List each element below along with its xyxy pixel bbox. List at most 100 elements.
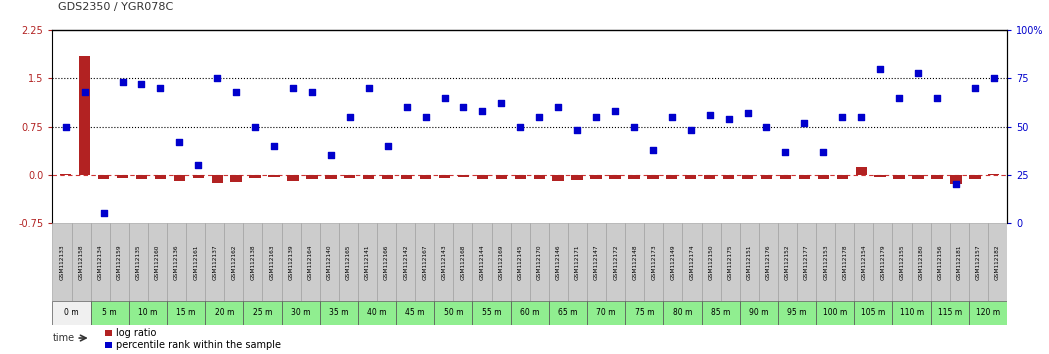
Text: 80 m: 80 m <box>672 308 692 318</box>
Point <box>682 127 699 133</box>
Text: GSM112173: GSM112173 <box>651 244 657 280</box>
Point <box>95 211 112 216</box>
Bar <box>779 175 791 179</box>
Point <box>909 70 926 75</box>
Bar <box>591 175 602 179</box>
Text: GSM112151: GSM112151 <box>747 244 752 280</box>
Point <box>834 114 851 120</box>
Text: 120 m: 120 m <box>976 308 1000 318</box>
Bar <box>913 175 924 179</box>
Text: GSM112159: GSM112159 <box>116 244 122 280</box>
Bar <box>988 223 1007 301</box>
Bar <box>723 175 734 179</box>
Bar <box>224 223 243 301</box>
Bar <box>453 223 472 301</box>
Point <box>474 108 491 114</box>
Text: GSM112163: GSM112163 <box>270 244 275 280</box>
Text: GSM112148: GSM112148 <box>633 244 637 280</box>
Bar <box>740 301 778 325</box>
Bar <box>60 173 71 175</box>
Bar <box>837 175 848 179</box>
Text: GSM112169: GSM112169 <box>498 244 504 280</box>
Bar <box>457 175 469 177</box>
Bar <box>363 175 374 179</box>
Bar <box>116 175 128 178</box>
Bar <box>262 223 281 301</box>
Text: GSM112160: GSM112160 <box>155 244 159 280</box>
Bar <box>148 223 167 301</box>
Bar <box>212 175 222 183</box>
Text: 65 m: 65 m <box>558 308 578 318</box>
Text: GSM112170: GSM112170 <box>537 244 541 280</box>
Point <box>947 182 964 187</box>
Bar <box>683 223 702 301</box>
Bar <box>644 223 663 301</box>
Text: GSM112165: GSM112165 <box>346 244 350 280</box>
Point <box>644 147 661 153</box>
Bar <box>758 223 778 301</box>
Bar <box>382 175 393 179</box>
Bar <box>856 167 866 175</box>
Text: 110 m: 110 m <box>900 308 923 318</box>
Text: GSM112158: GSM112158 <box>79 244 84 280</box>
Bar <box>628 175 640 179</box>
Bar <box>553 175 564 181</box>
Bar <box>301 223 320 301</box>
Point <box>550 104 566 110</box>
Bar <box>250 175 261 178</box>
Text: GSM112150: GSM112150 <box>709 244 713 280</box>
Text: GSM112177: GSM112177 <box>805 244 809 280</box>
Text: GSM112166: GSM112166 <box>384 244 389 280</box>
Bar <box>549 223 568 301</box>
Bar <box>434 223 453 301</box>
Text: GSM112143: GSM112143 <box>442 244 446 280</box>
Text: GSM112182: GSM112182 <box>996 244 1000 280</box>
Point <box>985 75 1002 81</box>
Bar <box>98 175 109 179</box>
Text: 40 m: 40 m <box>367 308 387 318</box>
Text: 105 m: 105 m <box>861 308 885 318</box>
Point <box>606 108 623 114</box>
Text: 30 m: 30 m <box>291 308 311 318</box>
Bar <box>174 175 185 181</box>
Point <box>702 112 719 118</box>
Point <box>152 85 169 91</box>
Bar <box>306 175 318 179</box>
Bar <box>243 223 262 301</box>
Bar <box>438 175 450 178</box>
Text: 95 m: 95 m <box>788 308 807 318</box>
Bar <box>740 223 758 301</box>
Bar <box>243 301 281 325</box>
Text: GSM112162: GSM112162 <box>232 244 236 280</box>
Bar <box>969 175 981 179</box>
Text: 85 m: 85 m <box>711 308 730 318</box>
Text: 45 m: 45 m <box>406 308 425 318</box>
Point <box>512 124 529 130</box>
Text: GSM112139: GSM112139 <box>288 244 294 280</box>
Text: GSM112145: GSM112145 <box>518 244 522 280</box>
Text: 25 m: 25 m <box>253 308 272 318</box>
Point <box>77 89 93 95</box>
Bar <box>816 223 835 301</box>
Bar <box>90 301 129 325</box>
Bar <box>281 301 320 325</box>
Bar <box>397 301 434 325</box>
Point <box>284 85 301 91</box>
Bar <box>231 175 242 182</box>
Text: GSM112138: GSM112138 <box>251 244 255 280</box>
Bar <box>511 223 530 301</box>
Bar <box>269 175 280 177</box>
Point <box>872 66 889 72</box>
Text: GSM112135: GSM112135 <box>136 244 141 280</box>
Text: GDS2350 / YGR078C: GDS2350 / YGR078C <box>58 2 173 12</box>
Bar <box>358 301 397 325</box>
Bar <box>816 301 854 325</box>
Bar <box>950 175 962 184</box>
Bar <box>325 175 337 179</box>
Point <box>569 127 585 133</box>
Point <box>58 124 74 130</box>
Bar <box>625 223 644 301</box>
Bar <box>434 301 472 325</box>
Bar <box>415 223 434 301</box>
Text: 55 m: 55 m <box>481 308 501 318</box>
